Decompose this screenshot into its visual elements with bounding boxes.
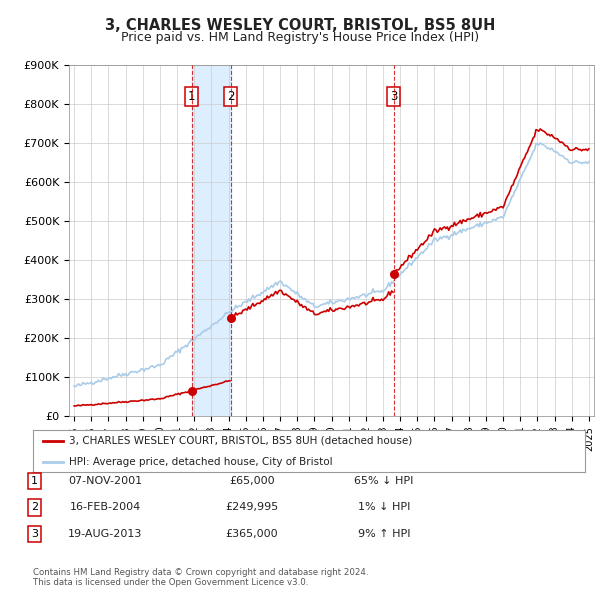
Text: 3, CHARLES WESLEY COURT, BRISTOL, BS5 8UH (detached house): 3, CHARLES WESLEY COURT, BRISTOL, BS5 8U… (69, 435, 412, 445)
Text: £249,995: £249,995 (226, 503, 278, 512)
Text: 9% ↑ HPI: 9% ↑ HPI (358, 529, 410, 539)
Text: Contains HM Land Registry data © Crown copyright and database right 2024.
This d: Contains HM Land Registry data © Crown c… (33, 568, 368, 587)
Text: 1: 1 (188, 90, 196, 103)
Text: 3: 3 (31, 529, 38, 539)
Text: Price paid vs. HM Land Registry's House Price Index (HPI): Price paid vs. HM Land Registry's House … (121, 31, 479, 44)
Text: 2: 2 (31, 503, 38, 512)
Text: 07-NOV-2001: 07-NOV-2001 (68, 476, 142, 486)
Text: 16-FEB-2004: 16-FEB-2004 (70, 503, 140, 512)
Text: 3: 3 (390, 90, 397, 103)
Text: 3, CHARLES WESLEY COURT, BRISTOL, BS5 8UH: 3, CHARLES WESLEY COURT, BRISTOL, BS5 8U… (105, 18, 495, 32)
Text: 2: 2 (227, 90, 235, 103)
Text: £65,000: £65,000 (229, 476, 275, 486)
Text: HPI: Average price, detached house, City of Bristol: HPI: Average price, detached house, City… (69, 457, 332, 467)
Text: £365,000: £365,000 (226, 529, 278, 539)
Text: 1% ↓ HPI: 1% ↓ HPI (358, 503, 410, 512)
Text: 65% ↓ HPI: 65% ↓ HPI (355, 476, 413, 486)
Bar (191, 65, 230, 416)
Text: 1: 1 (31, 476, 38, 486)
Text: 19-AUG-2013: 19-AUG-2013 (68, 529, 142, 539)
